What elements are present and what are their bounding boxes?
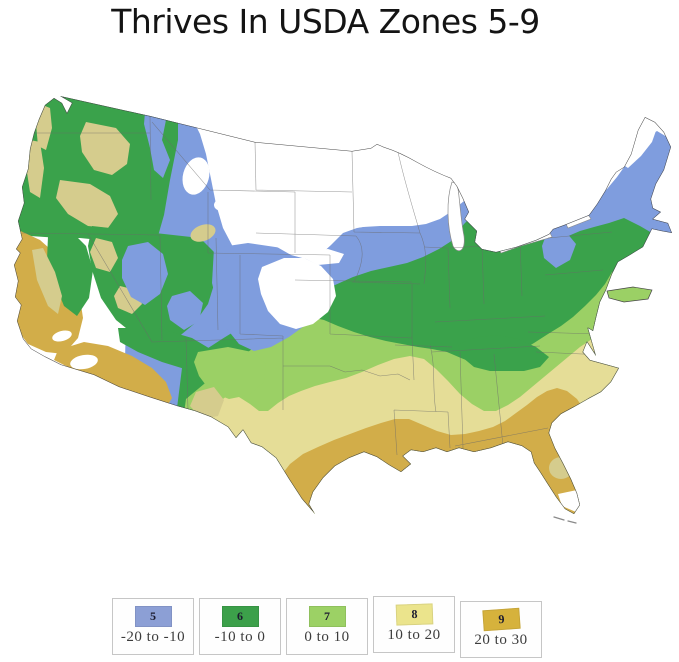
rio-grande-valley-zone8-patch [190, 387, 224, 419]
legend-item-zone-5: 5 -20 to -10 [112, 598, 194, 655]
nevada-zone5-patch [122, 242, 168, 305]
south-florida-out-of-range-region [558, 490, 584, 512]
florida-keys [553, 516, 577, 524]
sierra-nevada-zone6-region [47, 230, 93, 316]
willamette-valley-zone8-region [26, 140, 44, 198]
zone-9-number: 9 [497, 611, 505, 627]
zone-7-swatch: 7 [308, 606, 346, 627]
socal-mountains-out-of-range-patch [52, 330, 72, 342]
northern-plains-cold-region [198, 117, 452, 259]
us-coastline-outline [14, 96, 672, 514]
wyoming-cold-patch [240, 170, 298, 229]
state-borders [21, 115, 613, 456]
new-mexico-zone7-region [194, 347, 266, 399]
pennsylvania-highlands-zone5-patch [542, 232, 576, 268]
eastern-oregon-zone8-region [56, 180, 118, 228]
zone-5-range: -20 to -10 [120, 629, 186, 645]
great-salt-desert-zone8-patch [190, 224, 216, 242]
zone-8-number: 8 [410, 606, 418, 622]
zone-7-number: 7 [324, 609, 330, 623]
mogollon-rim-zone6-region [118, 328, 212, 370]
legend-item-zone-6: 6 -10 to 0 [199, 598, 281, 655]
zone-8-swatch: 8 [395, 603, 433, 626]
columbia-basin-zone8-region [80, 122, 130, 175]
zone-7-range: 0 to 10 [304, 629, 350, 645]
zone-5-swatch: 5 [134, 606, 172, 627]
nevada-zone8-patch [90, 238, 118, 272]
zone-6-range: -10 to 0 [214, 629, 266, 645]
uinta-cold-patch [214, 199, 230, 211]
idaho-mountains-cold-patch [182, 157, 210, 195]
legend-item-zone-8: 8 10 to 20 [373, 596, 455, 653]
nebraska-sandhills-cold-patch [306, 249, 344, 265]
zone-6-swatch: 6 [221, 606, 259, 627]
zone-legend: 5 -20 to -10 6 -10 to 0 7 0 to 10 8 10 t… [112, 596, 542, 658]
zone-9-swatch: 9 [481, 607, 521, 632]
adirondacks-cold-patch [563, 174, 600, 208]
appalachian-zone6-region [458, 335, 549, 371]
zone-6-number: 6 [237, 609, 243, 623]
legend-item-zone-9: 9 20 to 30 [460, 601, 542, 658]
utah-zone5-patch [167, 291, 203, 330]
colorado-rockies-cold-patch [258, 258, 336, 329]
long-island [606, 286, 653, 303]
central-valley-zone8-region [32, 248, 62, 314]
legend-item-zone-7: 7 0 to 10 [286, 598, 368, 655]
zone-8-range: 10 to 20 [387, 627, 441, 643]
lake-michigan [447, 181, 465, 252]
zone-5-number: 5 [150, 609, 156, 623]
sonoran-desert-out-of-range-patch [70, 354, 98, 370]
zone-9-range: 20 to 30 [474, 632, 528, 648]
page-title: Thrives In USDA Zones 5-9 [111, 2, 540, 41]
